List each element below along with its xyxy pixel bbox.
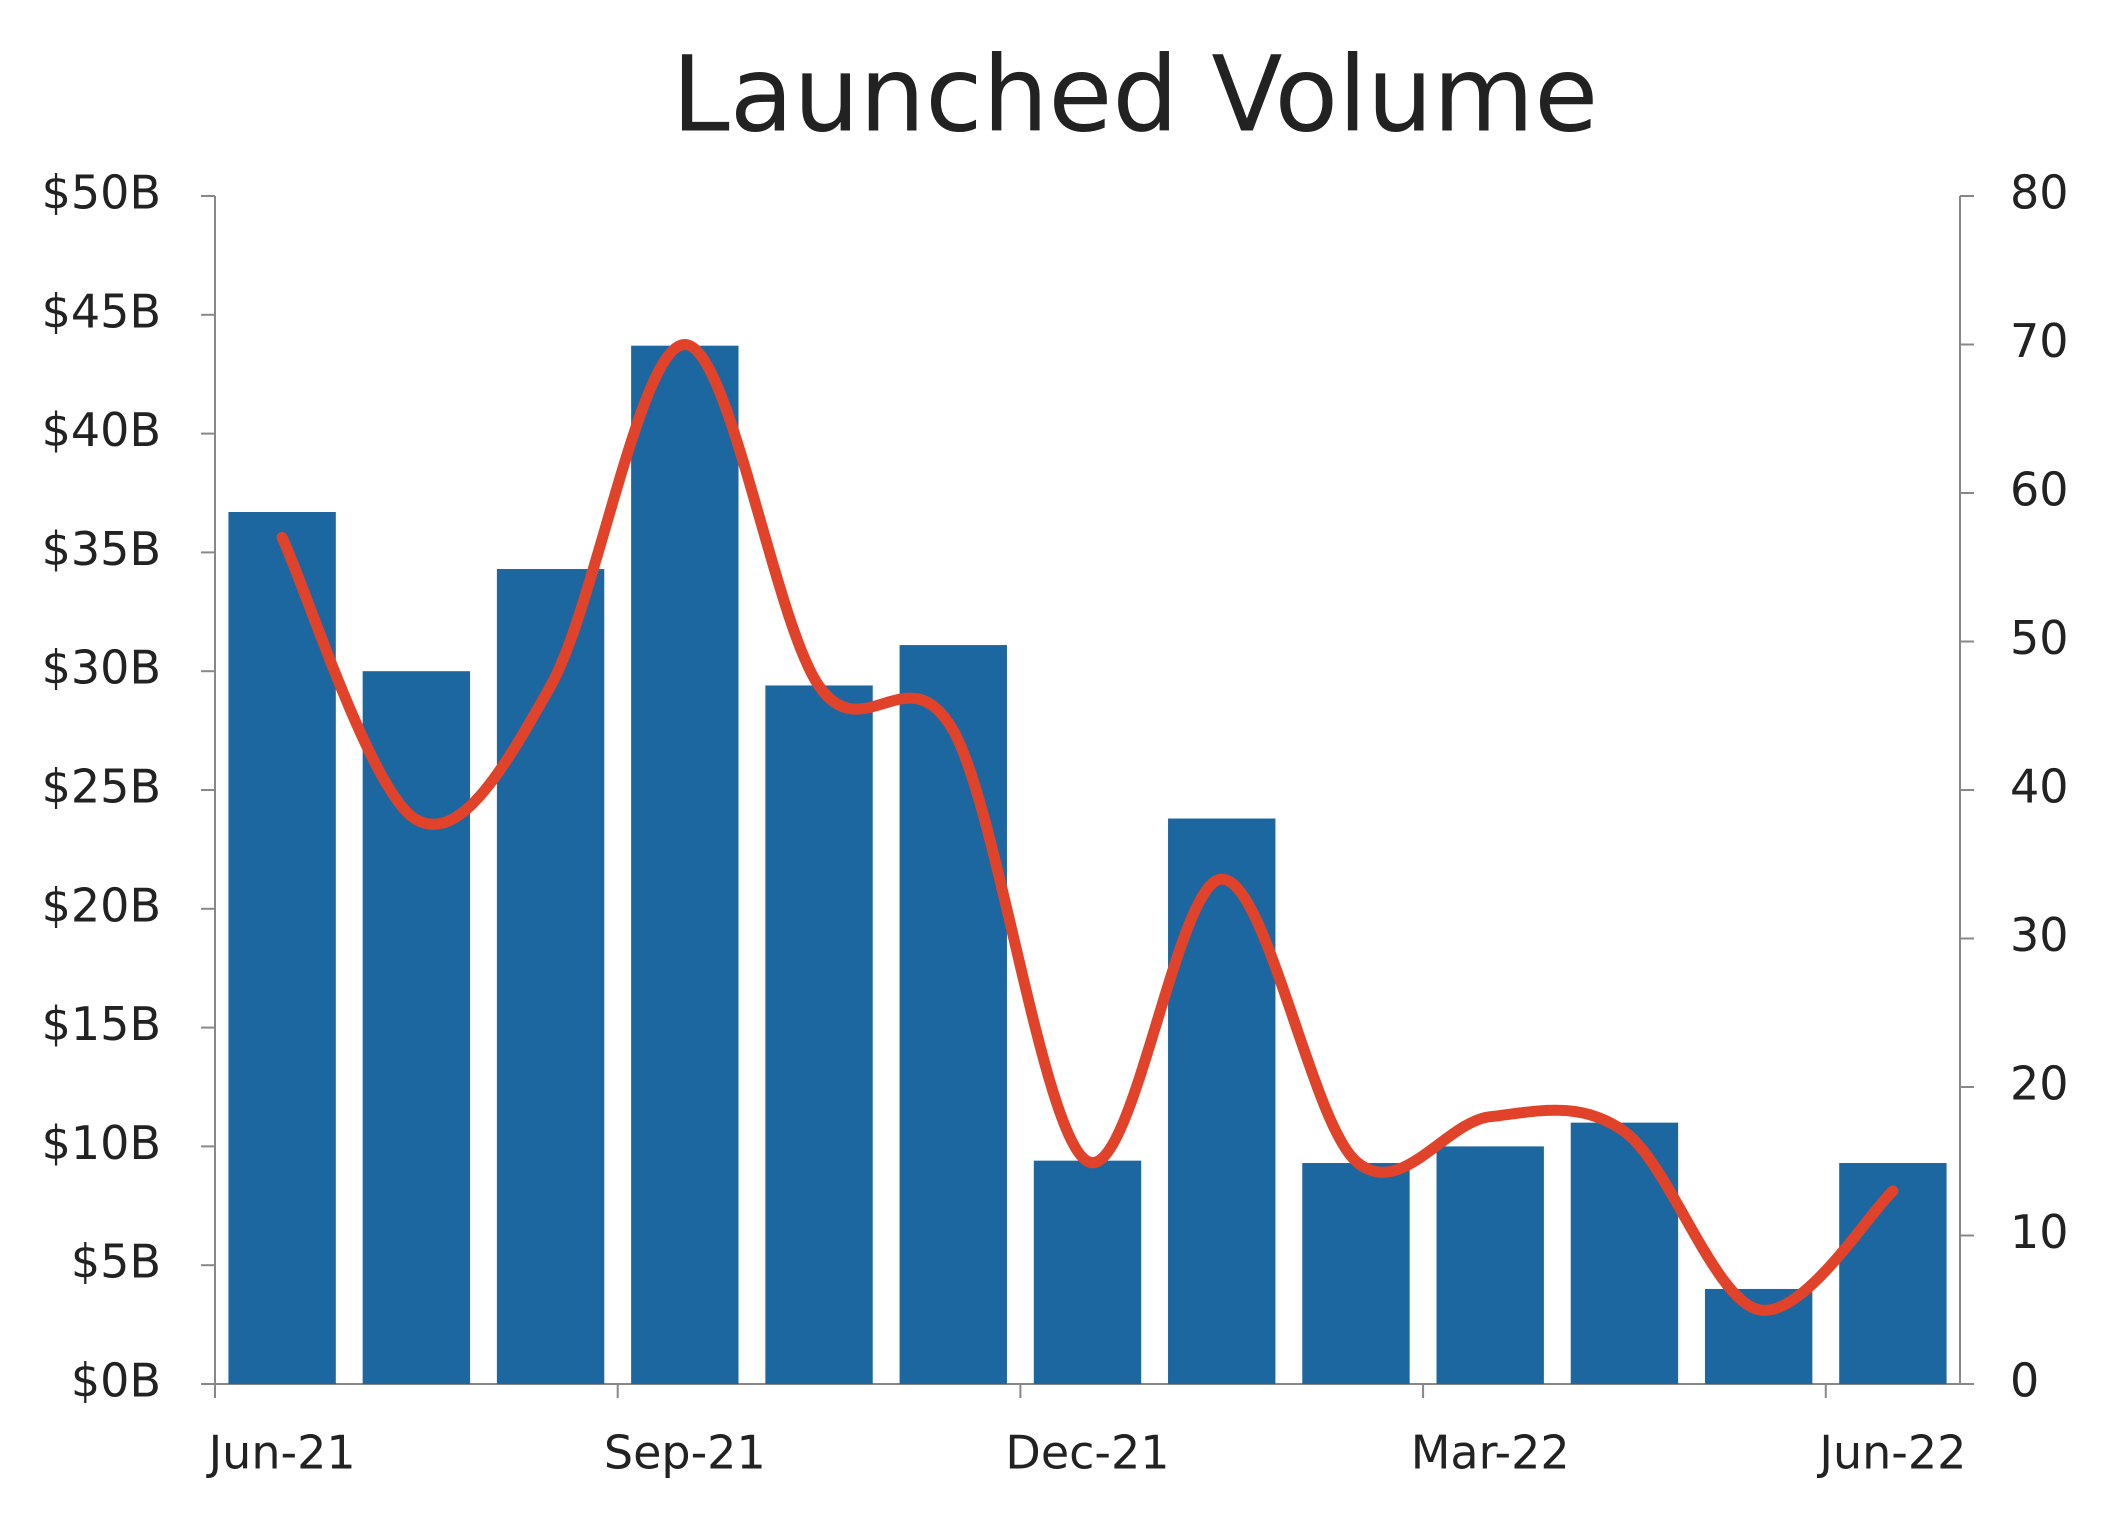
bar <box>899 645 1007 1384</box>
bar <box>1436 1146 1544 1384</box>
x-tick-label: Jun-22 <box>1816 1426 1966 1480</box>
y2-tick-label: 70 <box>2010 314 2069 368</box>
y-tick-label: $20B <box>42 878 161 932</box>
y2-tick-label: 40 <box>2010 760 2069 814</box>
y2-tick-label: 50 <box>2010 611 2069 665</box>
bar <box>362 671 471 1384</box>
x-tick-label: Mar-22 <box>1411 1426 1570 1480</box>
x-tick-label: Jun-21 <box>206 1426 356 1480</box>
y2-tick-label: 60 <box>2010 463 2069 517</box>
line <box>276 338 1899 1316</box>
y-tick-label: $0B <box>71 1354 161 1408</box>
y-tick-label: $25B <box>42 760 161 814</box>
bar <box>1570 1122 1679 1384</box>
y2-tick-label: 80 <box>2010 166 2069 220</box>
bar <box>1839 1163 1947 1384</box>
bar <box>228 512 336 1384</box>
y2-tick-label: 30 <box>2010 908 2069 962</box>
bar <box>1033 1160 1142 1384</box>
bar <box>765 685 873 1384</box>
y-tick-label: $10B <box>42 1116 161 1170</box>
y-tick-label: $30B <box>42 641 161 695</box>
bar <box>1168 818 1276 1384</box>
chart-title: Launched Volume <box>672 33 1598 155</box>
y-tick-label: $15B <box>42 997 161 1051</box>
y-tick-label: $5B <box>71 1235 161 1289</box>
y-tick-label: $40B <box>42 403 161 457</box>
y-tick-label: $45B <box>42 284 161 338</box>
bar <box>631 345 739 1384</box>
y-tick-label: $50B <box>42 166 161 220</box>
y-tick-label: $35B <box>42 522 161 576</box>
bar <box>496 569 605 1384</box>
bar <box>1302 1163 1410 1384</box>
y2-tick-label: 20 <box>2010 1057 2069 1111</box>
y2-tick-label: 0 <box>2010 1354 2039 1408</box>
x-tick-label: Sep-21 <box>604 1426 766 1480</box>
x-tick-label: Dec-21 <box>1005 1426 1169 1480</box>
y2-tick-label: 10 <box>2010 1205 2069 1259</box>
